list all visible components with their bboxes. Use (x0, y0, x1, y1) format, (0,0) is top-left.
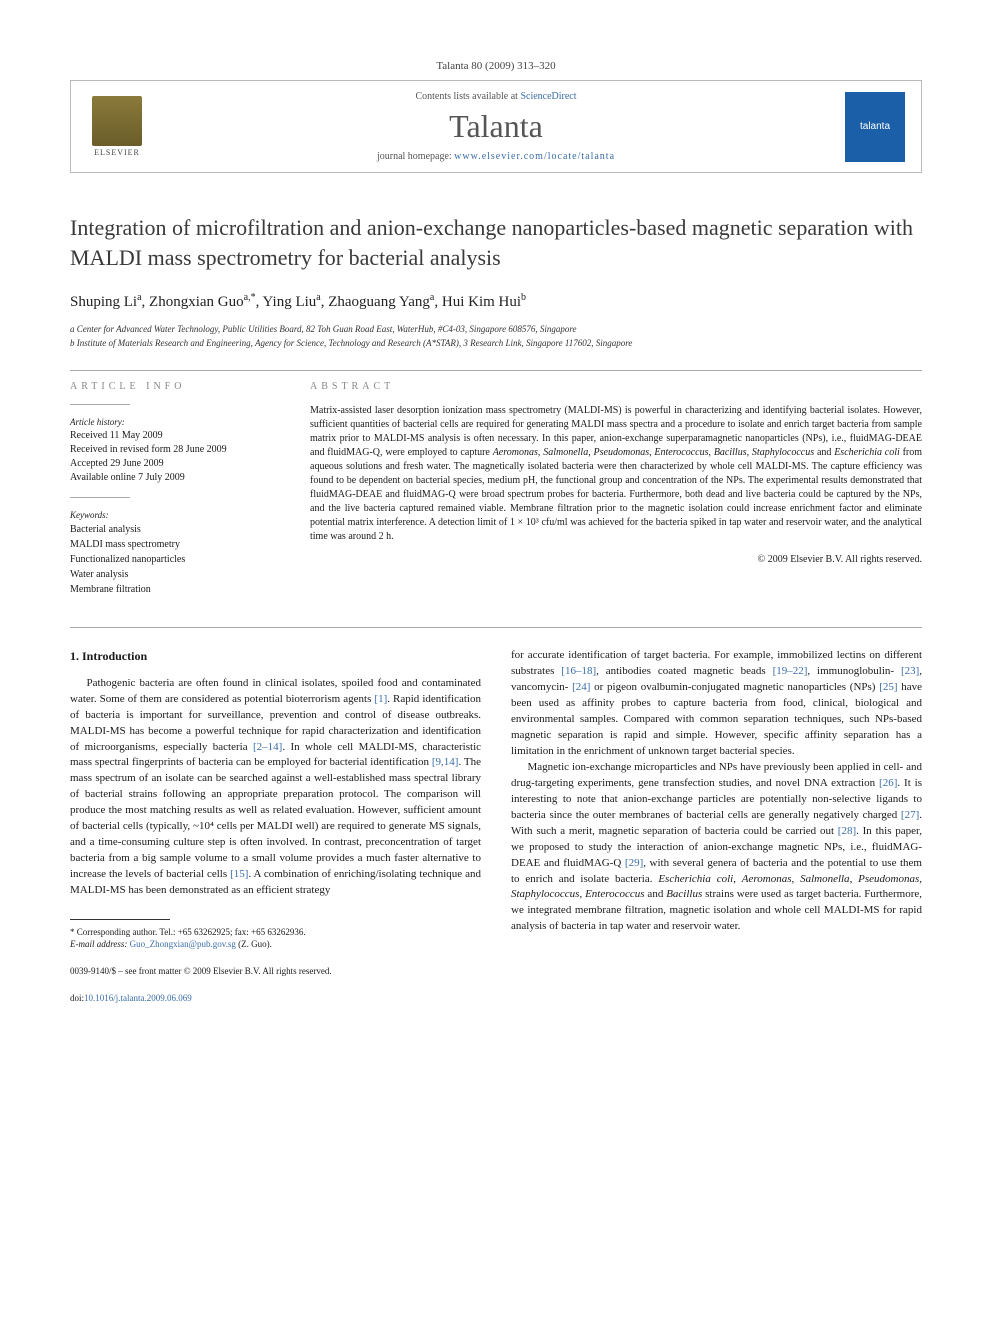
history-accepted: Accepted 29 June 2009 (70, 457, 270, 471)
affiliations: a Center for Advanced Water Technology, … (70, 323, 922, 350)
citation-link[interactable]: [29] (625, 857, 643, 869)
abstract-text: Matrix-assisted laser desorption ionizat… (310, 404, 922, 544)
corresponding-author-footnote: * Corresponding author. Tel.: +65 632629… (70, 926, 481, 939)
citation-link[interactable]: [23] (901, 665, 919, 677)
keyword: Membrane filtration (70, 582, 270, 597)
history-revised: Received in revised form 28 June 2009 (70, 443, 270, 457)
keyword: Water analysis (70, 567, 270, 582)
citation-link[interactable]: [9,14] (432, 756, 459, 768)
history-received: Received 11 May 2009 (70, 429, 270, 443)
citation-link[interactable]: [24] (572, 681, 590, 693)
contents-available-line: Contents lists available at ScienceDirec… (163, 91, 829, 102)
citation-link[interactable]: [19–22] (773, 665, 808, 677)
front-matter-line: 0039-9140/$ – see front matter © 2009 El… (70, 965, 481, 978)
author-list: Shuping Lia, Zhongxian Guoa,*, Ying Liua… (70, 292, 922, 311)
abstract-heading: ABSTRACT (310, 381, 922, 392)
keywords-label: Keywords: (70, 510, 270, 520)
journal-homepage-line: journal homepage: www.elsevier.com/locat… (163, 151, 829, 162)
journal-name: Talanta (163, 108, 829, 145)
history-label: Article history: (70, 417, 270, 427)
article-info-sidebar: ARTICLE INFO Article history: Received 1… (70, 381, 270, 597)
body-column-left: 1. Introduction Pathogenic bacteria are … (70, 648, 481, 1005)
elsevier-logo: ELSEVIER (87, 92, 147, 162)
journal-homepage-link[interactable]: www.elsevier.com/locate/talanta (454, 151, 615, 162)
abstract-copyright: © 2009 Elsevier B.V. All rights reserved… (310, 554, 922, 565)
citation-link[interactable]: [2–14] (253, 741, 282, 753)
citation-link[interactable]: [16–18] (561, 665, 596, 677)
history-online: Available online 7 July 2009 (70, 471, 270, 485)
intro-paragraph-1: Pathogenic bacteria are often found in c… (70, 676, 481, 899)
corresponding-email-link[interactable]: Guo_Zhongxian@pub.gov.sg (130, 939, 236, 949)
article-info-heading: ARTICLE INFO (70, 381, 270, 392)
intro-paragraph-2: for accurate identification of target ba… (511, 648, 922, 760)
article-title: Integration of microfiltration and anion… (70, 213, 922, 272)
intro-paragraph-3: Magnetic ion-exchange microparticles and… (511, 760, 922, 935)
keyword: Functionalized nanoparticles (70, 552, 270, 567)
sciencedirect-link[interactable]: ScienceDirect (520, 91, 576, 102)
citation-link[interactable]: [28] (838, 825, 856, 837)
keyword: Bacterial analysis (70, 522, 270, 537)
citation-link[interactable]: [27] (901, 809, 919, 821)
citation-link[interactable]: [26] (879, 777, 897, 789)
body-column-right: for accurate identification of target ba… (511, 648, 922, 1005)
citation-link[interactable]: [1] (374, 693, 387, 705)
doi-link[interactable]: 10.1016/j.talanta.2009.06.069 (84, 993, 192, 1003)
citation-link[interactable]: [25] (879, 681, 897, 693)
email-footnote: E-mail address: Guo_Zhongxian@pub.gov.sg… (70, 938, 481, 951)
journal-header-box: ELSEVIER Contents lists available at Sci… (70, 80, 922, 173)
keyword: MALDI mass spectrometry (70, 537, 270, 552)
talanta-cover-thumbnail: talanta (845, 92, 905, 162)
header-citation: Talanta 80 (2009) 313–320 (70, 60, 922, 72)
abstract-column: ABSTRACT Matrix-assisted laser desorptio… (310, 381, 922, 597)
section-heading-introduction: 1. Introduction (70, 648, 481, 665)
citation-link[interactable]: [15] (230, 868, 248, 880)
doi-line: doi:10.1016/j.talanta.2009.06.069 (70, 992, 481, 1005)
